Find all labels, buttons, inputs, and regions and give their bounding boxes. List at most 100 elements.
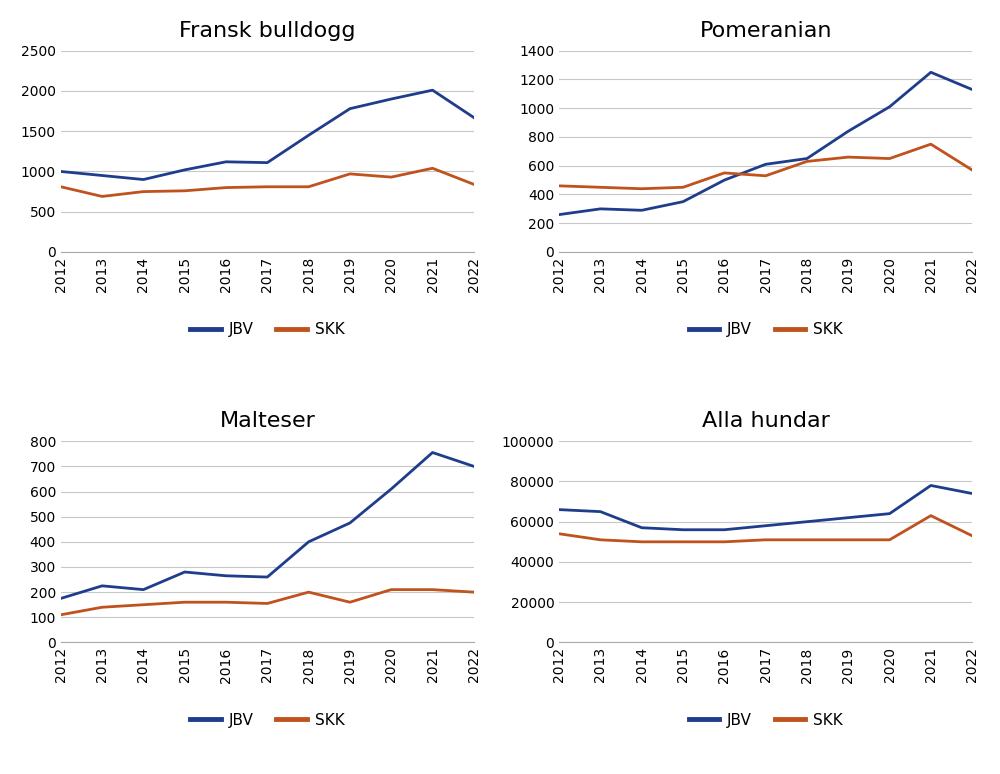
JBV <box>842 513 854 522</box>
SKK <box>261 182 273 191</box>
JBV <box>636 523 648 533</box>
Line: SKK: SKK <box>559 144 972 189</box>
SKK <box>385 585 397 594</box>
JBV <box>842 127 854 136</box>
JBV <box>137 175 149 184</box>
SKK <box>718 537 730 546</box>
SKK <box>925 511 937 520</box>
Legend: JBV, SKK: JBV, SKK <box>683 316 849 343</box>
JBV <box>760 521 772 530</box>
SKK <box>553 181 565 190</box>
Title: Pomeranian: Pomeranian <box>699 21 832 41</box>
JBV <box>468 462 480 471</box>
Title: Fransk bulldogg: Fransk bulldogg <box>179 21 356 41</box>
SKK <box>677 183 689 192</box>
SKK <box>801 535 813 544</box>
JBV <box>594 507 606 516</box>
SKK <box>220 598 232 607</box>
JBV <box>427 85 439 94</box>
JBV <box>261 573 273 582</box>
SKK <box>718 168 730 177</box>
Line: SKK: SKK <box>559 515 972 542</box>
SKK <box>966 531 978 540</box>
JBV <box>718 525 730 534</box>
SKK <box>594 183 606 192</box>
SKK <box>842 152 854 162</box>
JBV <box>718 176 730 185</box>
SKK <box>179 598 191 607</box>
SKK <box>261 599 273 608</box>
Title: Alla hundar: Alla hundar <box>702 411 830 431</box>
SKK <box>884 535 896 544</box>
SKK <box>303 182 315 191</box>
SKK <box>966 166 978 175</box>
JBV <box>966 85 978 94</box>
JBV <box>884 509 896 519</box>
SKK <box>884 154 896 163</box>
JBV <box>925 481 937 490</box>
JBV <box>220 571 232 580</box>
JBV <box>303 537 315 546</box>
SKK <box>96 603 108 612</box>
Line: JBV: JBV <box>559 485 972 529</box>
SKK <box>427 163 439 173</box>
Legend: JBV, SKK: JBV, SKK <box>184 316 350 343</box>
Line: JBV: JBV <box>61 90 474 180</box>
JBV <box>553 505 565 514</box>
SKK <box>842 535 854 544</box>
JBV <box>801 154 813 163</box>
JBV <box>677 197 689 207</box>
SKK <box>636 537 648 546</box>
JBV <box>385 94 397 104</box>
JBV <box>303 131 315 140</box>
JBV <box>344 104 356 113</box>
JBV <box>884 102 896 111</box>
JBV <box>636 206 648 215</box>
SKK <box>303 587 315 597</box>
Line: SKK: SKK <box>61 168 474 197</box>
SKK <box>55 610 67 619</box>
SKK <box>677 537 689 546</box>
SKK <box>468 180 480 189</box>
SKK <box>427 585 439 594</box>
SKK <box>760 171 772 180</box>
JBV <box>553 210 565 219</box>
SKK <box>220 183 232 192</box>
SKK <box>925 139 937 149</box>
JBV <box>96 171 108 180</box>
JBV <box>427 448 439 457</box>
SKK <box>801 157 813 166</box>
JBV <box>137 585 149 594</box>
JBV <box>801 517 813 526</box>
SKK <box>468 587 480 597</box>
JBV <box>179 567 191 577</box>
JBV <box>468 113 480 122</box>
SKK <box>344 170 356 179</box>
JBV <box>760 159 772 169</box>
Title: Malteser: Malteser <box>219 411 315 431</box>
Line: JBV: JBV <box>61 453 474 598</box>
JBV <box>594 204 606 214</box>
Legend: JBV, SKK: JBV, SKK <box>683 707 849 734</box>
Line: JBV: JBV <box>559 72 972 214</box>
JBV <box>966 489 978 498</box>
JBV <box>344 519 356 528</box>
JBV <box>55 594 67 603</box>
JBV <box>677 525 689 534</box>
SKK <box>344 598 356 607</box>
SKK <box>96 192 108 201</box>
SKK <box>553 529 565 539</box>
JBV <box>385 485 397 494</box>
JBV <box>55 167 67 176</box>
SKK <box>385 173 397 182</box>
Line: SKK: SKK <box>61 590 474 615</box>
SKK <box>179 187 191 196</box>
SKK <box>594 535 606 544</box>
SKK <box>55 182 67 191</box>
JBV <box>220 157 232 166</box>
JBV <box>925 67 937 77</box>
JBV <box>179 165 191 174</box>
JBV <box>261 158 273 167</box>
SKK <box>760 535 772 544</box>
SKK <box>636 184 648 194</box>
